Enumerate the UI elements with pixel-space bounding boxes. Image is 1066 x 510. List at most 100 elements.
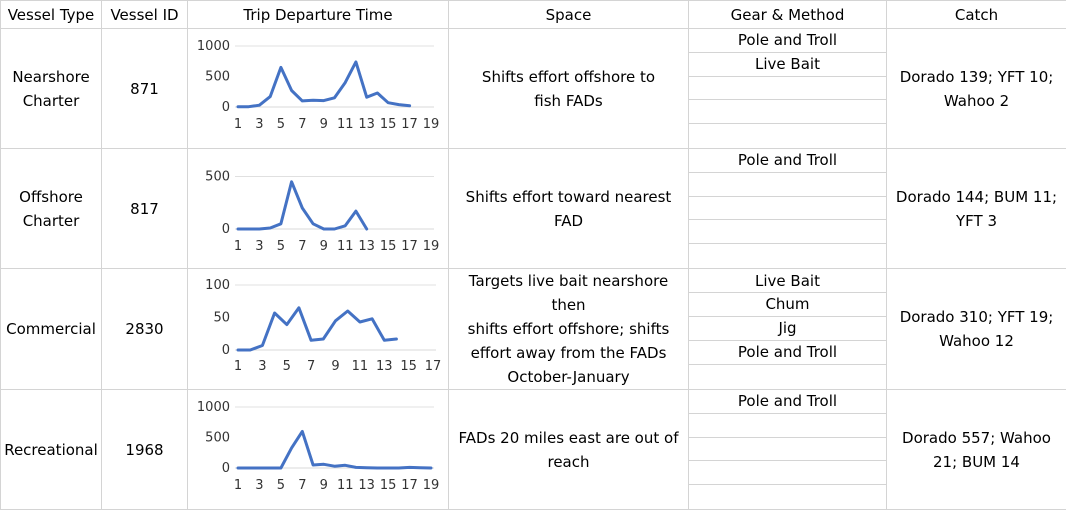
x-tick-label: 5	[277, 239, 285, 254]
gear-item	[689, 244, 886, 268]
catch-line: Dorado 139; YFT 10;	[893, 65, 1060, 89]
vessel-type-line: Offshore	[1, 185, 101, 209]
gear-item	[689, 77, 886, 101]
vessel-type-cell: Recreational	[1, 390, 102, 510]
vessel-type-line: Charter	[1, 89, 101, 113]
x-tick-label: 3	[258, 359, 266, 374]
x-tick-label: 3	[255, 239, 263, 254]
header-catch: Catch	[887, 1, 1066, 29]
catch-cell: Dorado 144; BUM 11;YFT 3	[887, 149, 1066, 269]
space-line: fish FADs	[453, 89, 684, 113]
x-tick-label: 9	[331, 359, 339, 374]
x-tick-label: 15	[380, 239, 397, 254]
gear-item	[689, 438, 886, 462]
x-tick-label: 13	[376, 359, 393, 374]
y-tick-label: 1000	[197, 400, 230, 415]
catch-line: Dorado 310; YFT 19;	[893, 305, 1060, 329]
x-tick-label: 15	[380, 117, 397, 132]
gear-item: Chum	[689, 293, 886, 317]
gear-cell: Pole and Troll Live Bait	[689, 29, 887, 149]
y-tick-label: 1000	[197, 39, 230, 54]
space-line: shifts effort offshore; shifts	[453, 317, 684, 341]
space-line: effort away from the FADs	[453, 341, 684, 365]
space-line: Shifts effort toward nearest	[453, 185, 684, 209]
header-vessel-id: Vessel ID	[102, 1, 188, 29]
series-line	[238, 62, 410, 107]
gear-item	[689, 220, 886, 244]
x-tick-label: 11	[337, 117, 354, 132]
y-tick-label: 0	[222, 100, 230, 115]
gear-item: Pole and Troll	[689, 341, 886, 365]
x-tick-label: 13	[358, 478, 375, 493]
x-tick-label: 19	[423, 478, 440, 493]
y-tick-label: 500	[205, 431, 230, 446]
catch-cell: Dorado 310; YFT 19;Wahoo 12	[887, 269, 1066, 390]
x-tick-label: 7	[298, 478, 306, 493]
vessel-id-cell: 817	[102, 149, 188, 269]
gear-item: Pole and Troll	[689, 29, 886, 53]
space-line: FADs 20 miles east are out of	[453, 426, 684, 450]
y-tick-label: 500	[205, 70, 230, 85]
gear-item: Jig	[689, 317, 886, 341]
y-tick-label: 50	[213, 310, 230, 325]
y-tick-label: 0	[222, 222, 230, 237]
x-tick-label: 17	[401, 117, 418, 132]
y-tick-label: 0	[222, 461, 230, 476]
vessel-type-line: Charter	[1, 209, 101, 233]
header-row: Vessel Type Vessel ID Trip Departure Tim…	[1, 1, 1066, 29]
catch-line: 21; BUM 14	[893, 450, 1060, 474]
series-line	[238, 182, 367, 229]
series-line	[238, 431, 431, 468]
space-line: October-January	[453, 365, 684, 389]
gear-item	[689, 100, 886, 124]
x-tick-label: 17	[401, 478, 418, 493]
catch-line: Wahoo 12	[893, 329, 1060, 353]
gear-item: Live Bait	[689, 270, 886, 294]
header-space: Space	[449, 1, 689, 29]
gear-item	[689, 173, 886, 197]
x-tick-label: 1	[234, 239, 242, 254]
space-line: Targets live bait nearshore then	[453, 269, 684, 317]
x-tick-label: 7	[298, 117, 306, 132]
header-trip-departure-time: Trip Departure Time	[188, 1, 449, 29]
x-tick-label: 19	[423, 239, 440, 254]
x-tick-label: 17	[401, 239, 418, 254]
x-tick-label: 9	[320, 117, 328, 132]
x-tick-label: 5	[283, 359, 291, 374]
x-tick-label: 1	[234, 478, 242, 493]
x-tick-label: 5	[277, 478, 285, 493]
gear-cell: Pole and Troll	[689, 149, 887, 269]
x-tick-label: 7	[298, 239, 306, 254]
gear-item	[689, 485, 886, 509]
vessel-id-cell: 1968	[102, 390, 188, 510]
space-line: Shifts effort offshore to	[453, 65, 684, 89]
gear-item: Pole and Troll	[689, 149, 886, 173]
gear-item	[689, 197, 886, 221]
x-tick-label: 15	[400, 359, 417, 374]
gear-cell: Live Bait Chum Jig Pole and Troll	[689, 269, 887, 390]
x-tick-label: 15	[380, 478, 397, 493]
x-tick-label: 11	[337, 239, 354, 254]
gear-item	[689, 414, 886, 438]
x-tick-label: 7	[307, 359, 315, 374]
vessel-id-cell: 2830	[102, 269, 188, 390]
gear-item: Live Bait	[689, 53, 886, 77]
y-tick-label: 0	[222, 343, 230, 358]
x-tick-label: 5	[277, 117, 285, 132]
gear-cell: Pole and Troll	[689, 390, 887, 510]
